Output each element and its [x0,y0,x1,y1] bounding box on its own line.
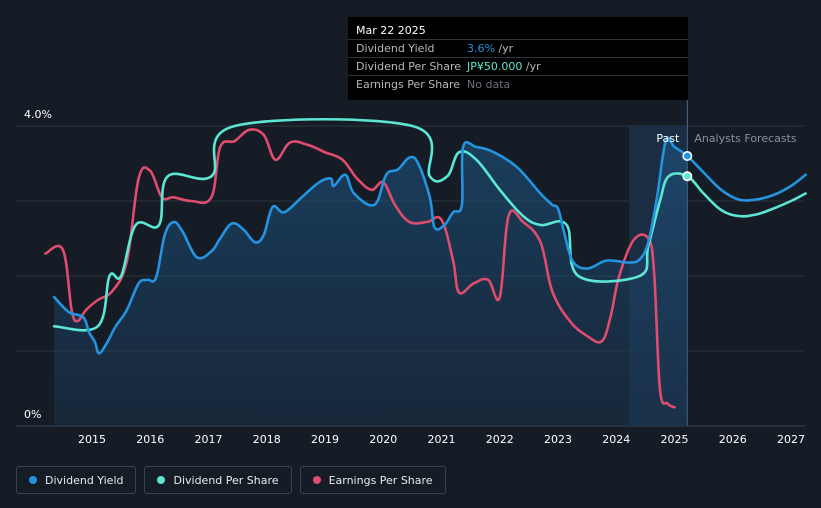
legend-item-dividend-yield[interactable]: Dividend Yield [16,466,137,494]
x-tick-label: 2025 [661,433,689,446]
dividend-per-share-marker [682,171,693,182]
legend-dot-icon [29,476,37,484]
tooltip-unit: /yr [522,60,541,73]
tooltip-value-text: JP¥50.000 [467,60,523,73]
tooltip-value: No data [467,78,510,91]
legend-label: Dividend Yield [45,473,124,487]
data-tooltip: Mar 22 2025 Dividend Yield 3.6% /yr Divi… [348,17,688,100]
y-tick-label-top: 4.0% [24,108,52,121]
tooltip-label: Earnings Per Share [356,78,461,91]
x-tick-label: 2026 [719,433,747,446]
legend-item-dividend-per-share[interactable]: Dividend Per Share [144,466,292,494]
tooltip-row-dividend-per-share: Dividend Per Share JP¥50.000 /yr [348,57,688,76]
tooltip-date: Mar 22 2025 [356,24,426,37]
tooltip-value: JP¥50.000 /yr [467,60,541,73]
x-tick-label: 2016 [136,433,164,446]
x-tick-label: 2022 [486,433,514,446]
legend-label: Dividend Per Share [173,473,279,487]
tooltip-value: 3.6% /yr [467,42,513,55]
tooltip-row-earnings-per-share: Earnings Per Share No data [348,75,688,94]
legend-dot-icon [157,476,166,484]
tooltip-label: Dividend Yield [356,42,435,55]
tooltip-row-dividend-yield: Dividend Yield 3.6% /yr [348,39,688,58]
tooltip-label: Dividend Per Share [356,60,462,73]
legend-dot-icon [312,476,321,484]
y-tick-label-bottom: 0% [24,408,41,421]
dividend-yield-area [54,137,688,426]
chart-legend: Dividend Yield Dividend Per Share Earnin… [16,466,446,494]
x-tick-label: 2019 [311,433,339,446]
dividend-per-share-line [52,117,807,332]
x-tick-label: 2015 [78,433,106,446]
x-tick-label: 2023 [544,433,572,446]
tooltip-value-text: No data [467,78,511,91]
legend-label: Earnings Per Share [328,473,433,487]
tooltip-unit: /yr [494,42,514,55]
dividend-yield-marker [682,151,693,162]
x-tick-label: 2021 [428,433,456,446]
past-region-label: Past [656,132,680,145]
earnings-per-share-line [44,128,676,409]
x-tick-label: 2017 [195,433,223,446]
legend-item-earnings-per-share[interactable]: Earnings Per Share [299,466,446,494]
x-tick-label: 2020 [369,433,397,446]
x-tick-label: 2018 [253,433,281,446]
x-tick-label: 2027 [777,433,805,446]
forecast-region-label: Analysts Forecasts [694,132,797,145]
dividend-yield-line [52,136,807,355]
x-tick-label: 2024 [602,433,630,446]
tooltip-value-text: 3.6% [467,42,495,55]
